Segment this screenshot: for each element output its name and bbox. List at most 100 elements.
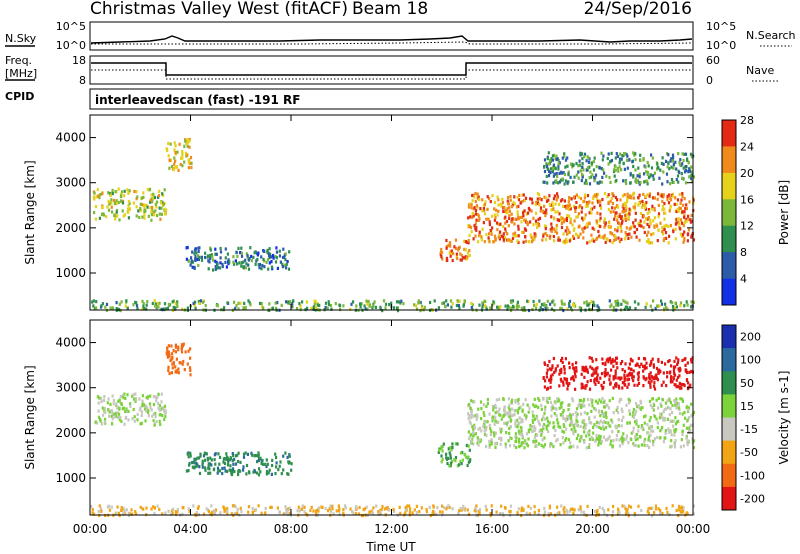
echo-cell <box>654 376 657 380</box>
echo-cell <box>672 230 675 234</box>
echo-cell <box>557 158 560 162</box>
echo-cell <box>489 229 492 233</box>
echo-cell <box>451 302 454 306</box>
echo-cell <box>247 510 250 514</box>
echo-cell <box>653 224 656 228</box>
echo-cell <box>690 369 693 374</box>
echo-cell <box>459 459 462 463</box>
echo-cell <box>650 379 653 383</box>
echo-cell <box>543 302 546 306</box>
echo-cell <box>653 171 656 175</box>
echo-cell <box>631 359 634 363</box>
echo-cell <box>288 301 291 305</box>
echo-cell <box>189 451 192 455</box>
echo-cell <box>111 422 114 426</box>
echo-cell <box>204 468 207 472</box>
echo-cell <box>681 397 684 401</box>
echo-cell <box>572 366 576 370</box>
echo-cell <box>444 304 447 308</box>
echo-cell <box>148 402 152 406</box>
echo-cell <box>510 418 513 422</box>
echo-cell <box>621 368 624 372</box>
echo-cell <box>481 227 484 231</box>
echo-cell <box>464 240 467 244</box>
echo-cell <box>216 262 219 266</box>
echo-cell <box>561 411 564 415</box>
beam-label: Beam 18 <box>352 0 428 19</box>
echo-cell <box>408 504 411 508</box>
echo-cell <box>516 307 519 311</box>
echo-cell <box>571 223 574 227</box>
echo-cell <box>187 507 190 511</box>
echo-cell <box>141 394 144 398</box>
echo-cell <box>588 165 591 169</box>
echo-cell <box>247 505 251 509</box>
echo-cell <box>160 206 163 210</box>
echo-cell <box>610 418 613 422</box>
echo-cell <box>170 509 174 513</box>
echo-cell <box>565 179 568 183</box>
echo-cell <box>661 204 664 208</box>
echo-cell <box>692 512 695 516</box>
velocity-echo-layer <box>90 342 696 518</box>
echo-cell <box>355 512 358 516</box>
echo-cell <box>274 260 278 264</box>
echo-cell <box>626 195 629 199</box>
echo-cell <box>523 413 526 417</box>
echo-cell <box>615 408 618 412</box>
echo-cell <box>223 306 226 310</box>
echo-cell <box>566 156 569 160</box>
echo-cell <box>145 506 148 510</box>
echo-cell <box>543 436 546 440</box>
echo-cell <box>556 364 559 368</box>
echo-cell <box>276 266 279 270</box>
echo-cell <box>265 464 268 469</box>
echo-cell <box>112 402 115 406</box>
echo-cell <box>610 368 613 372</box>
echo-cell <box>475 415 479 419</box>
echo-cell <box>641 426 644 430</box>
echo-cell <box>425 510 428 514</box>
echo-cell <box>668 193 671 197</box>
echo-cell <box>680 386 683 390</box>
echo-cell <box>558 399 561 403</box>
echo-cell <box>193 465 196 469</box>
echo-cell <box>567 438 570 442</box>
echo-cell <box>555 223 558 227</box>
echo-cell <box>373 300 376 304</box>
echo-cell <box>581 157 584 161</box>
echo-cell <box>549 302 552 306</box>
echo-cell <box>649 506 652 510</box>
echo-cell <box>94 205 97 209</box>
echo-cell <box>628 232 631 236</box>
echo-cell <box>140 196 144 200</box>
echo-cell <box>162 202 165 206</box>
echo-cell <box>683 215 686 219</box>
echo-cell <box>572 413 575 417</box>
echo-cell <box>99 417 102 421</box>
echo-cell <box>524 196 528 200</box>
echo-cell <box>100 400 103 404</box>
echo-cell <box>181 362 184 366</box>
echo-cell <box>474 199 477 204</box>
echo-cell <box>472 414 475 418</box>
echo-cell <box>156 305 159 309</box>
echo-cell <box>191 265 194 269</box>
echo-cell <box>167 344 170 348</box>
echo-cell <box>649 433 652 437</box>
echo-cell <box>113 412 116 416</box>
echo-cell <box>595 436 598 441</box>
echo-cell <box>212 509 215 513</box>
echo-cell <box>567 383 570 387</box>
echo-cell <box>573 508 576 512</box>
echo-cell <box>612 210 615 214</box>
echo-cell <box>616 229 619 233</box>
echo-cell <box>566 307 569 311</box>
echo-cell <box>442 301 446 305</box>
echo-cell <box>555 172 558 176</box>
echo-cell <box>682 166 685 170</box>
echo-cell <box>553 239 556 243</box>
echo-cell <box>690 176 693 180</box>
echo-cell <box>546 167 549 171</box>
echo-cell <box>517 406 521 411</box>
